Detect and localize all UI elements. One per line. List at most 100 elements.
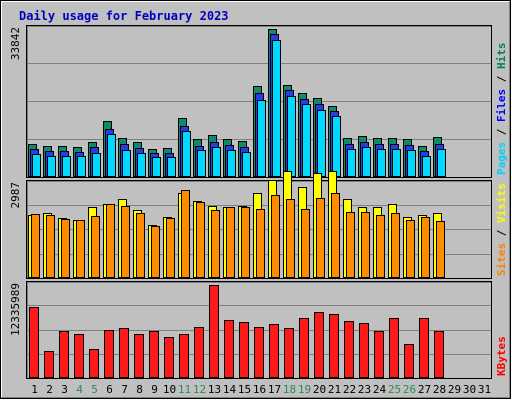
x-tick-label: 20 (313, 383, 326, 396)
bar-sites (76, 220, 85, 278)
legend-entry-sites: Sites (495, 243, 508, 276)
x-tick-label: 8 (136, 383, 143, 396)
x-tick-label: 13 (208, 383, 221, 396)
bar-sites (181, 190, 190, 278)
x-tick-label: 26 (403, 383, 416, 396)
bar-sites (211, 210, 220, 278)
bar-sites (121, 206, 130, 278)
bar-pages (77, 156, 86, 177)
bar-kbytes (389, 318, 399, 378)
bar-sites (226, 207, 235, 278)
x-tick-label: 4 (76, 383, 83, 396)
bar-kbytes (344, 321, 354, 378)
bar-kbytes (254, 327, 264, 378)
legend-kbytes: KBytes (495, 336, 508, 376)
panel-inner-edge (27, 282, 491, 378)
legend-separator: / (495, 69, 508, 89)
bar-sites (46, 215, 55, 278)
bar-kbytes (299, 318, 309, 378)
panel-hits-files-pages: 33842 Pages / Files / Hits (9, 25, 508, 178)
bar-kbytes (359, 323, 369, 378)
bar-pages (197, 150, 206, 177)
x-tick-label: 6 (106, 383, 113, 396)
panel-visits-sites: 2987 Sites / Visits (9, 171, 508, 279)
bar-pages (287, 96, 296, 177)
bar-sites (271, 195, 280, 278)
bar-sites (331, 193, 340, 278)
bar-kbytes (224, 320, 234, 378)
bar-pages (407, 150, 416, 177)
x-tick-label: 19 (298, 383, 311, 396)
chart-title: Daily usage for February 2023 (19, 9, 229, 23)
bar-pages (212, 147, 221, 177)
bar-pages (122, 150, 131, 177)
bar-pages (272, 40, 281, 177)
x-tick-label: 1 (31, 383, 38, 396)
x-tick-label: 15 (238, 383, 251, 396)
bar-sites (136, 213, 145, 278)
bar-sites (286, 199, 295, 278)
x-tick-label: 27 (418, 383, 431, 396)
bar-sites (406, 220, 415, 278)
bar-pages (152, 157, 161, 177)
bar-pages (362, 147, 371, 177)
bar-kbytes (284, 328, 294, 378)
bar-pages (317, 110, 326, 177)
x-tick-label: 2 (46, 383, 53, 396)
bar-sites (166, 218, 175, 278)
x-tick-label: 21 (328, 383, 341, 396)
y-max-label: 12335989 (9, 283, 22, 336)
bar-kbytes (59, 331, 69, 378)
bar-sites (31, 214, 40, 278)
bar-kbytes (209, 285, 219, 378)
x-axis-tick-labels: 1 2 3 4 5 6 7 8 9 10 11 12 13 14 15 16 17 18 19 20 21 22 23 24 2… (31, 383, 491, 396)
bar-pages (242, 152, 251, 177)
legend-separator: / (495, 223, 508, 243)
bar-kbytes (74, 334, 84, 378)
series-sites (31, 190, 445, 278)
bar-pages (347, 149, 356, 177)
x-tick-label: 28 (433, 383, 446, 396)
legend-entry-hits: Hits (495, 43, 508, 70)
x-tick-label: 7 (121, 383, 128, 396)
bar-pages (422, 156, 431, 177)
x-tick-label: 5 (91, 383, 98, 396)
bar-kbytes (44, 351, 54, 378)
x-tick-label: 11 (178, 383, 191, 396)
panel-inner-edge (27, 26, 491, 177)
bar-sites (196, 202, 205, 278)
bar-pages (167, 157, 176, 177)
bar-kbytes (239, 322, 249, 378)
bar-kbytes (179, 334, 189, 378)
legend-hits-files-pages: Pages / Files / Hits (495, 43, 508, 176)
x-tick-label: 25 (388, 383, 401, 396)
x-tick-label: 14 (223, 383, 237, 396)
legend-entry-files: Files (495, 89, 508, 122)
bar-pages (257, 100, 266, 177)
bar-kbytes (269, 324, 279, 378)
x-tick-label: 30 (463, 383, 476, 396)
y-max-label: 2987 (9, 182, 22, 209)
legend-entry-visits: Visits (495, 183, 508, 223)
x-tick-label: 16 (253, 383, 266, 396)
bar-kbytes (314, 312, 324, 378)
chart-panels: 33842 Pages / Files / Hits 2987 Sites / Vis… (9, 25, 508, 379)
x-tick-label: 22 (343, 383, 356, 396)
bar-pages (47, 156, 56, 177)
bar-pages (332, 116, 341, 177)
bar-sites (61, 219, 70, 278)
bar-kbytes (149, 331, 159, 378)
bar-pages (227, 150, 236, 177)
bar-sites (256, 209, 265, 278)
bar-sites (91, 216, 100, 278)
bar-kbytes (374, 331, 384, 378)
bar-sites (361, 212, 370, 278)
x-tick-label: 29 (448, 383, 461, 396)
bar-kbytes (104, 330, 114, 378)
legend-entry-pages: Pages (495, 142, 508, 175)
bar-pages (437, 149, 446, 177)
x-tick-label: 17 (268, 383, 281, 396)
bar-sites (436, 221, 445, 278)
bar-sites (301, 209, 310, 278)
